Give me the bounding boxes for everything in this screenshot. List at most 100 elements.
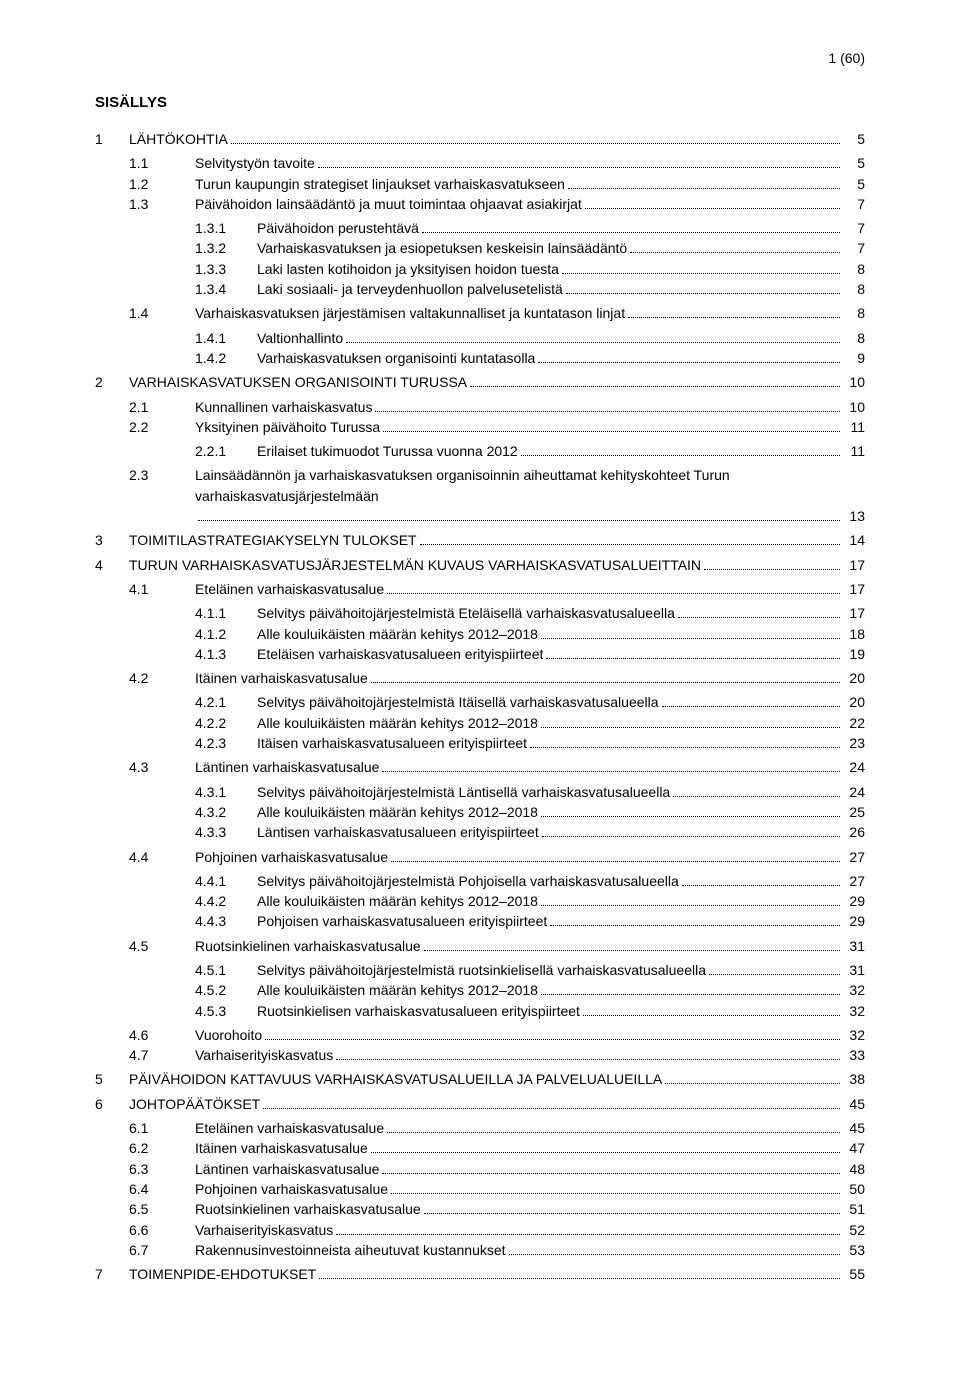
toc-entry-page: 24 <box>843 782 865 802</box>
toc-leader <box>371 672 840 683</box>
toc-entry-number: 4.2.3 <box>195 733 257 753</box>
toc-entry-page: 18 <box>843 624 865 644</box>
page-number-label: 1 (60) <box>95 50 865 66</box>
toc-entry: 4.4.3Pohjoisen varhaiskasvatusalueen eri… <box>95 911 865 931</box>
toc-leader <box>628 308 840 319</box>
toc-entry-page: 20 <box>843 692 865 712</box>
toc-entry-page: 26 <box>843 822 865 842</box>
toc-entry-number: 4.5.2 <box>195 980 257 1000</box>
toc-entry-title: Itäinen varhaiskasvatusalue <box>195 1138 368 1158</box>
toc-entry-page: 55 <box>843 1264 865 1284</box>
document-page: 1 (60) SISÄLLYS 1LÄHTÖKOHTIA51.1Selvitys… <box>0 0 960 1374</box>
toc-entry-number: 4.5.3 <box>195 1001 257 1021</box>
toc-leader <box>391 851 840 862</box>
toc-entry-title: Alle kouluikäisten määrän kehitys 2012–2… <box>257 713 538 733</box>
toc-leader <box>541 717 840 728</box>
toc-entry-page: 27 <box>843 871 865 891</box>
toc-entry-page: 48 <box>843 1159 865 1179</box>
toc-entry-page: 50 <box>843 1179 865 1199</box>
toc-entry-page: 17 <box>843 579 865 599</box>
toc-entry: 1.1Selvitystyön tavoite5 <box>95 153 865 173</box>
toc-leader <box>198 510 840 521</box>
toc-entry-number: 1.1 <box>129 153 195 173</box>
toc-leader <box>682 875 840 886</box>
toc-entry-number: 6.1 <box>129 1118 195 1138</box>
toc-entry: 4.5.1Selvitys päivähoitojärjestelmistä r… <box>95 960 865 980</box>
toc-entry-page: 10 <box>843 372 865 392</box>
toc-entry-page: 10 <box>843 397 865 417</box>
toc-entry: 4.4.1Selvitys päivähoitojärjestelmistä P… <box>95 871 865 891</box>
toc-entry-number: 6 <box>95 1094 129 1114</box>
toc-entry: 6.6Varhaiserityiskasvatus52 <box>95 1220 865 1240</box>
toc-entry-number: 1.2 <box>129 174 195 194</box>
toc-leader <box>424 1203 840 1214</box>
toc-entry-title: Pohjoinen varhaiskasvatusalue <box>195 847 388 867</box>
toc-entry-title: Läntinen varhaiskasvatusalue <box>195 757 379 777</box>
toc-entry-title: Selvitys päivähoitojärjestelmistä Itäise… <box>257 692 659 712</box>
toc-entry-title: Selvitystyön tavoite <box>195 153 315 173</box>
toc-entry: 2.2.1Erilaiset tukimuodot Turussa vuonna… <box>95 441 865 461</box>
toc-entry-title: VARHAISKASVATUKSEN ORGANISOINTI TURUSSA <box>129 372 467 392</box>
toc-entry-page: 31 <box>843 960 865 980</box>
toc-entry-title: Laki lasten kotihoidon ja yksityisen hoi… <box>257 259 559 279</box>
toc-entry-number: 4.2.2 <box>195 713 257 733</box>
toc-entry-number: 4.5.1 <box>195 960 257 980</box>
toc-leader <box>673 786 840 797</box>
toc-leader <box>265 1029 840 1040</box>
toc-entry: 4.2.2Alle kouluikäisten määrän kehitys 2… <box>95 713 865 733</box>
toc-entry-title: Alle kouluikäisten määrän kehitys 2012–2… <box>257 802 538 822</box>
toc-entry: 4.2Itäinen varhaiskasvatusalue20 <box>95 668 865 688</box>
toc-entry: 6.5Ruotsinkielinen varhaiskasvatusalue51 <box>95 1199 865 1219</box>
toc-entry-number: 4.7 <box>129 1045 195 1065</box>
toc-entry: 2VARHAISKASVATUKSEN ORGANISOINTI TURUSSA… <box>95 372 865 392</box>
toc-entry-title: Varhaiskasvatuksen ja esiopetuksen keske… <box>257 238 627 258</box>
toc-entry-page: 52 <box>843 1220 865 1240</box>
toc-entry: 5PÄIVÄHOIDON KATTAVUUS VARHAISKASVATUSAL… <box>95 1069 865 1089</box>
toc-entry-title: Varhaiskasvatuksen järjestämisen valtaku… <box>195 303 625 323</box>
toc-entry: 4.4.2Alle kouluikäisten määrän kehitys 2… <box>95 891 865 911</box>
toc-entry-title: Selvitys päivähoitojärjestelmistä Läntis… <box>257 782 670 802</box>
toc-entry-title: Päivähoidon lainsäädäntö ja muut toimint… <box>195 194 582 214</box>
toc-entry-page: 7 <box>843 194 865 214</box>
toc-entry-page: 33 <box>843 1045 865 1065</box>
toc-leader <box>387 583 840 594</box>
toc-entry: 4.3.1Selvitys päivähoitojärjestelmistä L… <box>95 782 865 802</box>
toc-entry-title: Erilaiset tukimuodot Turussa vuonna 2012 <box>257 441 518 461</box>
toc-entry: 4.2.1Selvitys päivähoitojärjestelmistä I… <box>95 692 865 712</box>
toc-entry-number: 4.1 <box>129 579 195 599</box>
toc-entry-page: 5 <box>843 129 865 149</box>
toc-entry-title: TOIMENPIDE-EHDOTUKSET <box>129 1264 316 1284</box>
toc-entry-page: 5 <box>843 174 865 194</box>
toc-entry-page: 17 <box>843 603 865 623</box>
toc-entry: 4.5.2Alle kouluikäisten määrän kehitys 2… <box>95 980 865 1000</box>
toc-leader <box>371 1143 840 1154</box>
toc-leader <box>538 352 840 363</box>
toc-entry-number: 4.4 <box>129 847 195 867</box>
toc-entry: 6.1Eteläinen varhaiskasvatusalue45 <box>95 1118 865 1138</box>
toc-entry: 1.4.2Varhaiskasvatuksen organisointi kun… <box>95 348 865 368</box>
toc-entry-number: 4.5 <box>129 936 195 956</box>
toc-entry-number: 6.7 <box>129 1240 195 1260</box>
toc-leader <box>318 158 840 169</box>
toc-entry-number: 4.4.2 <box>195 891 257 911</box>
toc-leader <box>470 376 840 387</box>
toc-entry-title: Pohjoisen varhaiskasvatusalueen erityisp… <box>257 911 547 931</box>
toc-leader <box>319 1268 840 1279</box>
toc-entry-number: 3 <box>95 530 129 550</box>
toc-entry-title: Eteläinen varhaiskasvatusalue <box>195 579 384 599</box>
toc-leader <box>546 648 840 659</box>
toc-entry-title: Vuorohoito <box>195 1025 262 1045</box>
toc-entry-page: 8 <box>843 259 865 279</box>
toc-entry-title: Lainsäädännön ja varhaiskasvatuksen orga… <box>195 465 865 506</box>
toc-entry-page: 17 <box>843 555 865 575</box>
toc-entry: 2.1Kunnallinen varhaiskasvatus10 <box>95 397 865 417</box>
toc-entry-page: 31 <box>843 936 865 956</box>
toc-entry-page: 29 <box>843 891 865 911</box>
toc-entry-title: Alle kouluikäisten määrän kehitys 2012–2… <box>257 891 538 911</box>
toc-entry-title: Pohjoinen varhaiskasvatusalue <box>195 1179 388 1199</box>
toc-entry: 4.3.3Läntisen varhaiskasvatusalueen erit… <box>95 822 865 842</box>
toc-entry-title: Selvitys päivähoitojärjestelmistä Pohjoi… <box>257 871 679 891</box>
toc-entry-page: 23 <box>843 733 865 753</box>
toc-entry: 2.2Yksityinen päivähoito Turussa11 <box>95 417 865 437</box>
toc-heading: SISÄLLYS <box>95 94 865 111</box>
